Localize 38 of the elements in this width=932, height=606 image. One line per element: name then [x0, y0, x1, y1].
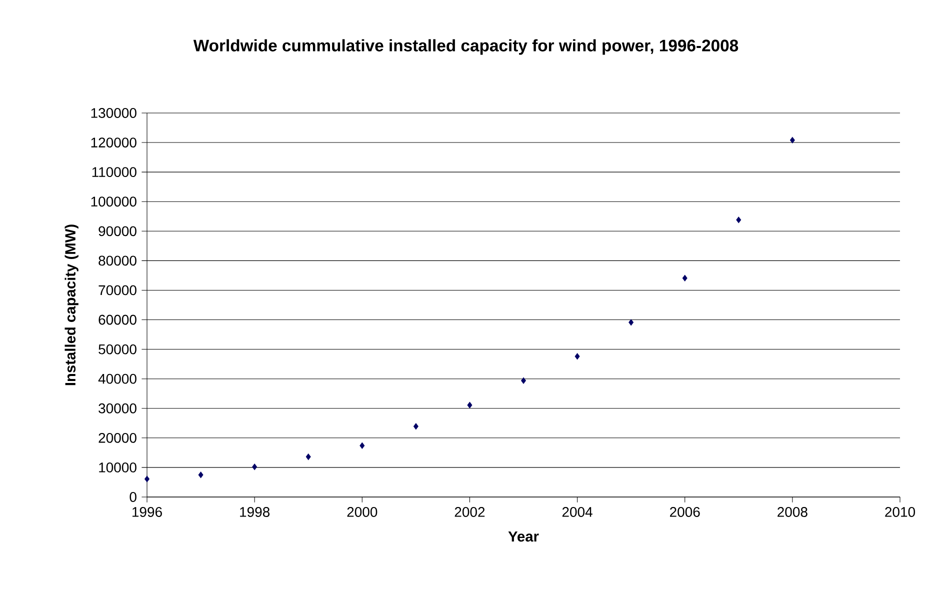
point — [144, 476, 150, 482]
y-tick-label: 120000 — [91, 138, 136, 148]
point — [360, 442, 365, 449]
y-tick-label: 20000 — [98, 432, 136, 443]
y-tick-label: 100000 — [91, 196, 136, 207]
y-tick-label: 80000 — [98, 256, 136, 266]
chart-title: Worldwide cummulative installed capacity for wind power, 1996-2008 — [193, 39, 738, 55]
point — [521, 377, 526, 384]
point — [682, 274, 688, 282]
x-tick-label: 2006 — [670, 507, 700, 517]
point — [736, 216, 742, 224]
point — [252, 464, 258, 470]
x-tick-label: 2008 — [778, 507, 808, 517]
point — [574, 353, 580, 360]
y-tick-label: 30000 — [98, 403, 136, 414]
y-tick-label: 0 — [130, 492, 136, 502]
y-tick-label: 110000 — [92, 167, 136, 178]
point — [413, 423, 418, 430]
y-tick-label: 70000 — [98, 285, 136, 296]
x-tick-label: 1998 — [240, 507, 270, 517]
point — [198, 472, 204, 478]
point — [790, 136, 795, 144]
x-tick-label: 2004 — [562, 507, 592, 517]
y-tick-label: 10000 — [99, 462, 136, 472]
y-axis-title: Installed capacity (MW) — [64, 224, 78, 386]
x-axis-title: Year — [508, 531, 539, 542]
y-tick-label: 90000 — [98, 226, 136, 236]
y-tick-label: 60000 — [98, 314, 136, 325]
x-tick-label: 2002 — [454, 507, 485, 517]
x-tick-label: 1996 — [132, 507, 162, 517]
point — [628, 319, 634, 326]
y-tick-label: 130000 — [91, 108, 136, 118]
x-tick-label: 2010 — [885, 507, 916, 517]
y-tick-label: 50000 — [98, 344, 136, 354]
y-tick-label: 40000 — [98, 374, 136, 384]
x-tick-label: 2000 — [347, 507, 378, 517]
point — [467, 402, 472, 408]
point — [306, 454, 311, 460]
